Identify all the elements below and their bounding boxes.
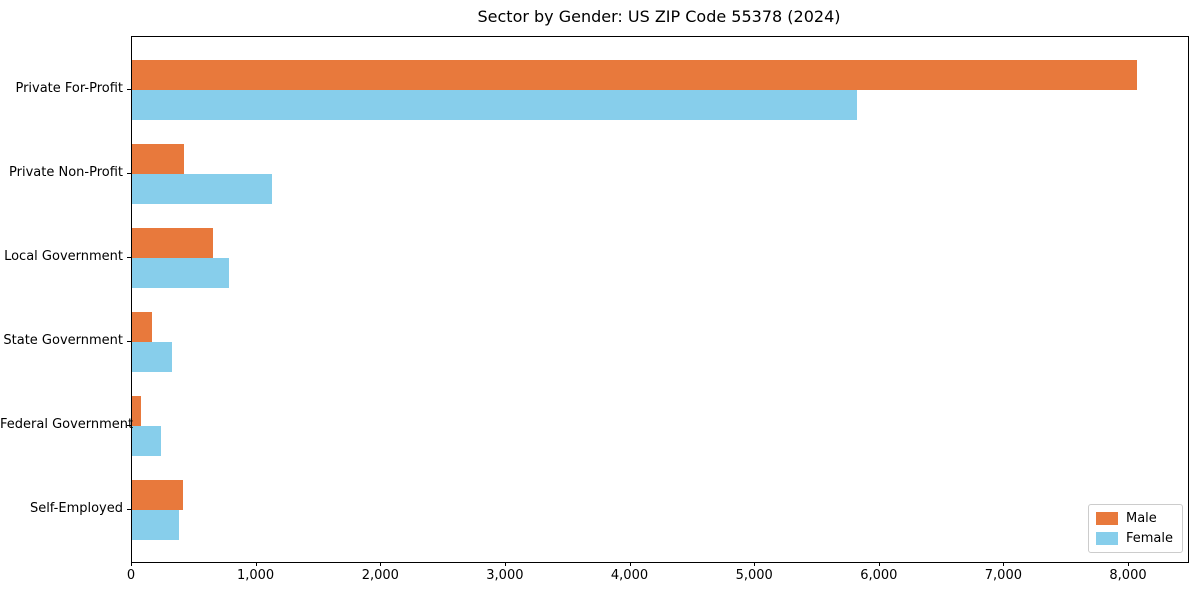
y-tick-mark [127,425,131,426]
legend-label-female: Female [1125,531,1173,546]
bar-male-self-employed [132,480,184,510]
bar-male-private-for-profit [132,60,1137,90]
bar-female-self-employed [132,510,180,540]
x-tick-label-7000: 7,000 [984,568,1022,583]
y-tick-label-private-non-profit: Private Non-Profit [9,165,123,180]
plot-area [131,36,1189,563]
legend-label-male: Male [1125,511,1157,526]
bar-male-private-non-profit [132,144,185,174]
x-tick-mark [1128,562,1129,566]
x-tick-label-5000: 5,000 [735,568,773,583]
legend-item-female: Female [1095,531,1173,546]
bar-female-private-for-profit [132,90,858,120]
bar-male-federal-government [132,396,142,426]
y-tick-label-federal-government: Federal Government [0,417,134,432]
bar-female-private-non-profit [132,174,272,204]
x-tick-label-2000: 2,000 [361,568,399,583]
x-tick-label-3000: 3,000 [486,568,524,583]
x-tick-mark [629,562,631,566]
x-tick-mark [255,562,257,566]
y-tick-label-self-employed: Self-Employed [29,501,123,516]
legend-swatch-female [1095,532,1118,545]
bar-female-federal-government [132,426,161,456]
y-tick-label-local-government: Local Government [4,249,123,264]
bar-female-state-government [132,342,172,372]
y-tick-mark [127,257,131,258]
legend-swatch-male [1095,512,1118,525]
chart-title: Sector by Gender: US ZIP Code 55378 (202… [477,7,841,26]
x-tick-label-4000: 4,000 [610,568,649,583]
x-tick-mark [754,562,756,566]
y-tick-mark [127,509,131,510]
x-tick-mark [1003,562,1005,566]
x-tick-mark [131,562,132,566]
y-tick-mark [127,341,131,342]
x-tick-label-6000: 6,000 [860,568,898,583]
bar-male-local-government [132,228,213,258]
bar-female-local-government [132,258,230,288]
y-tick-label-state-government: State Government [3,333,123,348]
x-tick-mark [504,562,506,566]
x-tick-label-1000: 1,000 [236,568,275,583]
legend: Male Female [1087,504,1183,553]
x-tick-mark [878,562,880,566]
x-tick-mark [380,562,382,566]
bar-male-state-government [132,312,152,342]
x-tick-label-0: 0 [126,568,136,583]
y-tick-label-private-for-profit: Private For-Profit [15,81,123,96]
x-tick-label-8000: 8,000 [1109,568,1147,583]
y-tick-mark [127,89,131,90]
legend-item-male: Male [1095,511,1173,526]
y-tick-mark [127,173,131,174]
